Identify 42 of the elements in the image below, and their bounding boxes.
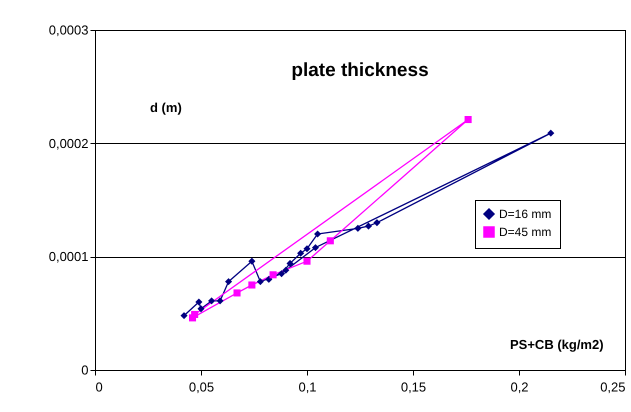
- point: [191, 310, 198, 318]
- point: [256, 278, 264, 286]
- point: [265, 276, 272, 283]
- point: [326, 237, 334, 244]
- legend-label: D=16 mm: [499, 207, 552, 221]
- point: [364, 222, 372, 230]
- x-tick-label: 0,1: [298, 380, 317, 394]
- point: [248, 281, 256, 289]
- point: [225, 278, 232, 286]
- x-tick-label: 0,2: [510, 380, 529, 394]
- point: [312, 244, 320, 252]
- point: [303, 258, 311, 265]
- point: [270, 271, 277, 278]
- point: [234, 289, 241, 296]
- x-axis-title: PS+CB (kg/m2): [510, 337, 604, 352]
- y-axis-title: d (m): [150, 100, 182, 115]
- x-tick-label: 0,15: [400, 380, 426, 394]
- point: [286, 260, 294, 268]
- point: [208, 297, 216, 304]
- y-tick-label: 0: [81, 362, 88, 378]
- text: plate thickness: [291, 60, 429, 81]
- x-tick-label: 0,25: [600, 380, 626, 394]
- y-tick-label: 0,0002: [48, 136, 88, 151]
- point: [278, 270, 286, 278]
- point: [464, 116, 472, 124]
- point: [282, 266, 290, 274]
- y-tick-label: 0,0001: [48, 249, 88, 264]
- point: [547, 130, 554, 137]
- x-tick-label: 0,05: [188, 380, 214, 394]
- point: [180, 312, 188, 320]
- point: [216, 297, 224, 304]
- point: [195, 298, 202, 306]
- x-tick-label: 0: [96, 380, 103, 394]
- point: [354, 224, 362, 232]
- y-tick-label: 0,0003: [48, 22, 88, 38]
- point: [197, 305, 205, 312]
- point: [297, 250, 304, 257]
- point: [248, 258, 256, 265]
- legend-label: D=45 mm: [499, 225, 552, 239]
- point: [373, 219, 380, 226]
- point: [303, 245, 311, 252]
- point: [314, 230, 322, 238]
